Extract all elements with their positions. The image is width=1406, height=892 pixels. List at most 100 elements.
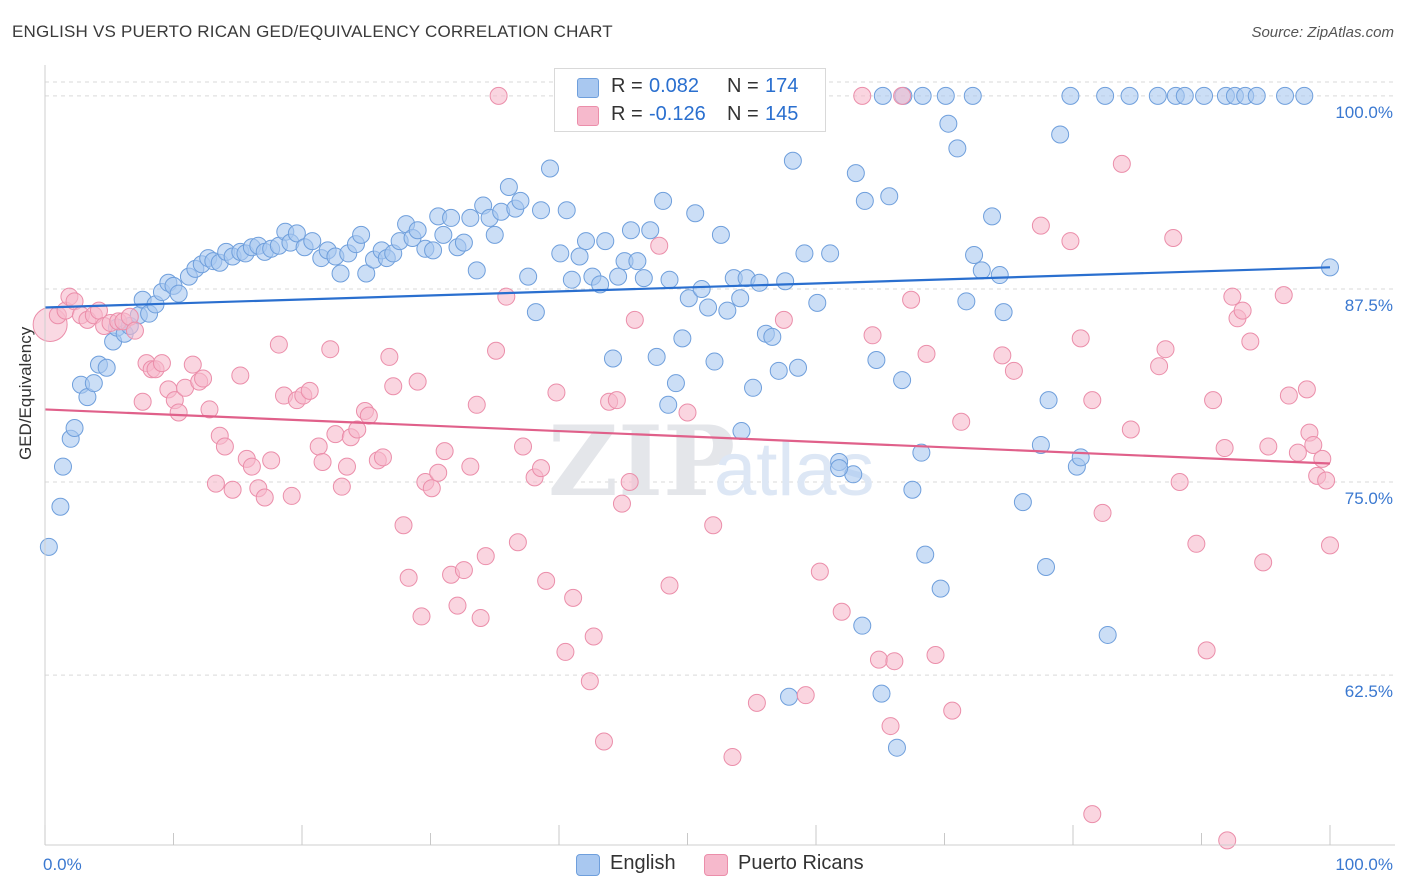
english-point [97,358,116,377]
english-point [51,497,70,516]
english-point [1295,86,1314,105]
english-r-value: 0.082 [649,75,700,97]
pr-point [885,652,904,671]
english-point [1061,86,1080,105]
pr-point [183,355,202,374]
english-point [1096,86,1115,105]
english-point [1031,435,1050,454]
english-point [1120,86,1139,105]
english-point [957,292,976,311]
english-point [352,225,371,244]
english-point [557,201,576,220]
pr-point [660,576,679,595]
english-point [903,480,922,499]
english-point [1195,86,1214,105]
english-point [780,687,799,706]
english-point [1013,493,1032,512]
pr-point [1233,301,1252,320]
english-point [763,327,782,346]
english-point [65,418,84,437]
english-point [596,232,615,251]
watermark-zip: ZIP [548,405,735,518]
english-point [830,459,849,478]
pr-point [1321,536,1339,555]
pr-point [476,547,495,566]
english-legend-icon [576,854,600,876]
english-point [39,537,58,556]
pr-point [625,310,644,329]
english-point [641,221,660,240]
english-point [541,159,560,178]
pr-point [1274,286,1293,305]
pr-point [1112,154,1131,173]
english-point [776,272,795,291]
pr-point [282,486,301,505]
pr-point [1259,437,1278,456]
pr-point [869,650,888,669]
pr-point [348,420,367,439]
pr-point [399,568,418,587]
english-point [855,191,874,210]
pr-point [1004,361,1023,380]
english-point [731,289,750,308]
y-axis-label: GED/Equivalency [16,326,35,460]
pr-legend-label: Puerto Ricans [738,852,864,874]
english-point [287,224,306,243]
pr-point [1204,391,1223,410]
pr-point [537,571,556,590]
english-point [939,114,958,133]
pr-n-value: 145 [765,103,799,125]
pr-point [952,412,971,431]
pr-point [489,86,508,105]
english-point [873,86,892,105]
english-point [963,86,982,105]
english-point [408,221,427,240]
pr-point [313,452,332,471]
english-point [965,245,984,264]
pr-point [269,335,288,354]
english-point [570,247,589,266]
puerto-rican-points [32,86,1339,850]
pr-point [584,627,603,646]
pr-point [359,406,378,425]
english-point [424,241,443,260]
pr-point [943,701,962,720]
pr-point [1288,443,1307,462]
pr-point [1170,473,1189,492]
y-tick-label: 100.0% [1335,103,1393,122]
pr-n-label: N = [727,103,759,125]
english-point [699,298,718,317]
pr-point [1313,449,1332,468]
english-point [732,422,751,441]
pr-point [380,347,399,366]
watermark: ZIP atlas [548,405,875,518]
english-point [84,374,103,393]
pr-point [152,354,171,373]
english-point [821,244,840,263]
pr-point [1279,386,1298,405]
pr-point [881,717,900,736]
english-point [519,267,538,286]
pr-point [300,381,319,400]
pr-point [448,596,467,615]
english-point [846,164,865,183]
pr-point [206,474,225,493]
english-point [916,545,935,564]
english-point [654,191,673,210]
pr-point [337,457,356,476]
english-point [485,225,504,244]
pr-point [1083,391,1102,410]
axes: 100.0% 87.5% 75.0% 62.5% 0.0% 100.0% [43,65,1395,874]
english-point [621,221,640,240]
english-point [467,261,486,280]
english-point [744,378,763,397]
pr-point [810,562,829,581]
english-point [872,684,891,703]
pr-point [556,642,575,661]
english-point [983,207,1002,226]
english-point [666,374,685,393]
english-point [1175,86,1194,105]
english-point [711,225,730,244]
pr-point [723,747,742,766]
english-point [692,279,711,298]
